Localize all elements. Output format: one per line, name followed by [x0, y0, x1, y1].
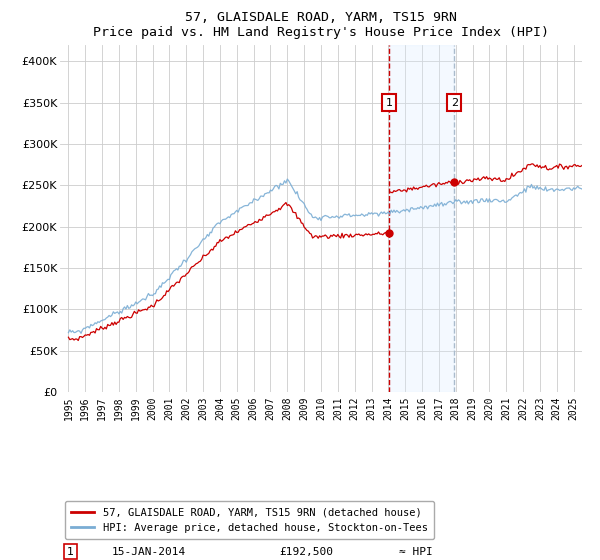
Text: 1: 1	[386, 97, 392, 108]
Text: 1: 1	[67, 547, 74, 557]
Text: ≈ HPI: ≈ HPI	[400, 547, 433, 557]
Text: 15-JAN-2014: 15-JAN-2014	[112, 547, 187, 557]
Text: 2: 2	[451, 97, 458, 108]
Bar	[389, 45, 454, 392]
Text: £192,500: £192,500	[279, 547, 333, 557]
Title: 57, GLAISDALE ROAD, YARM, TS15 9RN
Price paid vs. HM Land Registry's House Price: 57, GLAISDALE ROAD, YARM, TS15 9RN Price…	[93, 11, 549, 39]
Legend: 57, GLAISDALE ROAD, YARM, TS15 9RN (detached house), HPI: Average price, detache: 57, GLAISDALE ROAD, YARM, TS15 9RN (deta…	[65, 501, 434, 539]
